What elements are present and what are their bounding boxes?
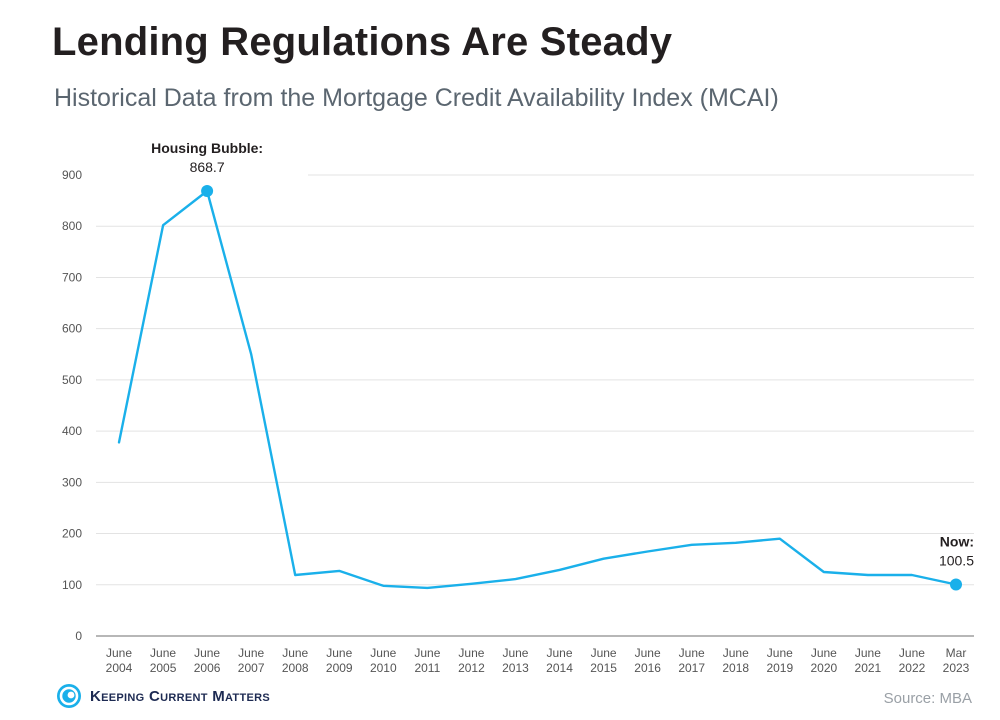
x-tick-year: 2005 [150, 661, 177, 675]
x-tick-month: June [767, 646, 793, 660]
x-tick-month: June [194, 646, 220, 660]
x-tick-year: 2023 [943, 661, 970, 675]
x-tick-year: 2018 [722, 661, 749, 675]
x-tick-month: June [811, 646, 837, 660]
brand-logo: Keeping Current Matters [56, 683, 270, 709]
x-tick-year: 2004 [106, 661, 133, 675]
y-tick-label: 600 [62, 322, 82, 336]
x-tick-month: June [635, 646, 661, 660]
y-tick-label: 400 [62, 424, 82, 438]
chart-title: Lending Regulations Are Steady [52, 20, 673, 64]
x-tick-year: 2012 [458, 661, 485, 675]
y-axis-ticks: 0 100 200 300 400 500 600 700 800 900 [62, 168, 82, 643]
y-tick-label: 700 [62, 270, 82, 284]
brand-swirl-icon [57, 684, 81, 708]
annotation-value: 100.5 [939, 553, 974, 569]
point-marker [201, 185, 214, 198]
y-tick-label: 300 [62, 475, 82, 489]
annotations: Housing Bubble: 868.7 Now: 100.5 [151, 140, 974, 591]
x-tick-year: 2017 [678, 661, 705, 675]
x-tick-month: June [106, 646, 132, 660]
x-tick-year: 2006 [194, 661, 221, 675]
x-tick-year: 2008 [282, 661, 309, 675]
x-tick-month: June [326, 646, 352, 660]
x-tick-year: 2009 [326, 661, 353, 675]
x-tick-month: June [150, 646, 176, 660]
x-axis-ticks: June2004June2005June2006June2007June2008… [106, 646, 970, 675]
annotation-label: Now: [940, 534, 974, 550]
x-tick-month: June [899, 646, 925, 660]
series-layer [117, 189, 958, 590]
gridlines [96, 174, 974, 637]
y-tick-label: 900 [62, 168, 82, 182]
x-tick-year: 2022 [899, 661, 926, 675]
x-tick-month: June [855, 646, 881, 660]
x-tick-year: 2016 [634, 661, 661, 675]
point-marker [950, 578, 962, 591]
x-tick-month: June [370, 646, 396, 660]
annotation-value: 868.7 [190, 159, 225, 175]
x-tick-year: 2010 [370, 661, 397, 675]
x-tick-year: 2021 [855, 661, 882, 675]
brand-name: Keeping Current Matters [90, 687, 270, 705]
x-tick-month: June [502, 646, 528, 660]
x-tick-year: 2015 [590, 661, 617, 675]
y-tick-label: 0 [75, 629, 82, 643]
x-tick-year: 2013 [502, 661, 529, 675]
series-line [117, 189, 958, 590]
x-tick-month: June [282, 646, 308, 660]
source-label: Source: MBA [883, 690, 972, 707]
x-tick-month: June [679, 646, 705, 660]
x-tick-year: 2019 [766, 661, 793, 675]
x-tick-month: June [591, 646, 617, 660]
x-tick-year: 2020 [810, 661, 837, 675]
x-tick-month: June [547, 646, 573, 660]
y-tick-label: 200 [62, 527, 82, 541]
x-tick-month: June [238, 646, 264, 660]
x-tick-month: June [414, 646, 440, 660]
x-tick-year: 2007 [238, 661, 265, 675]
x-tick-month: Mar [946, 646, 967, 660]
x-tick-year: 2011 [414, 661, 440, 675]
y-tick-label: 100 [62, 578, 82, 592]
x-tick-year: 2014 [546, 661, 573, 675]
chart-subtitle: Historical Data from the Mortgage Credit… [54, 84, 779, 112]
x-tick-month: June [458, 646, 484, 660]
y-tick-label: 500 [62, 373, 82, 387]
x-tick-month: June [723, 646, 749, 660]
annotation-label: Housing Bubble: [151, 140, 263, 156]
y-tick-label: 800 [62, 219, 82, 233]
